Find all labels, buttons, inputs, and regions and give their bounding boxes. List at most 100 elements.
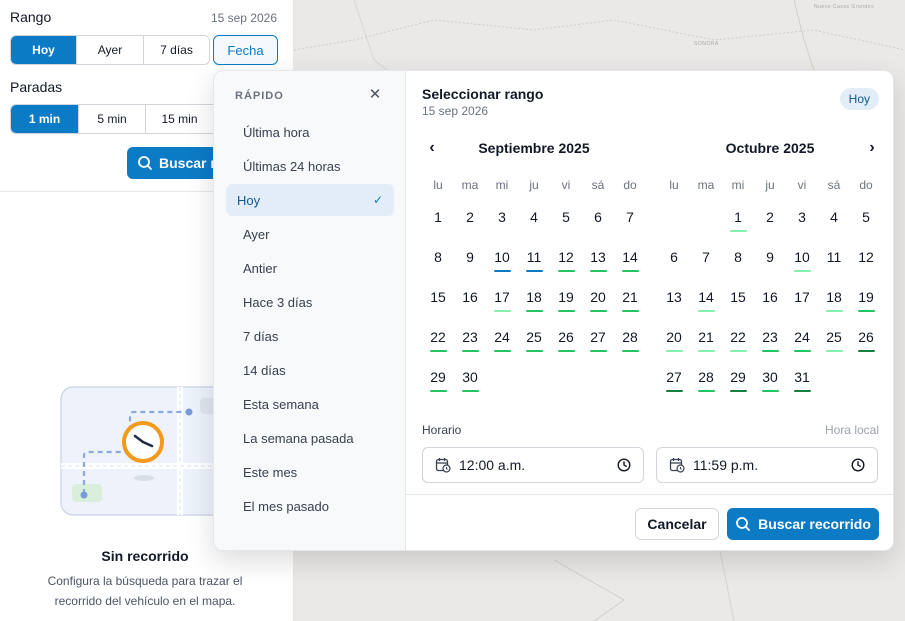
day-cell[interactable]: 2: [454, 204, 486, 244]
paradas-option-15min[interactable]: 15 min: [146, 105, 213, 133]
day-cell[interactable]: 24: [786, 324, 818, 364]
day-cell[interactable]: 4: [518, 204, 550, 244]
quick-range-item[interactable]: Antier: [226, 252, 394, 284]
quick-range-item[interactable]: Esta semana: [226, 388, 394, 420]
activity-bar: [729, 390, 747, 392]
day-cell[interactable]: 8: [722, 244, 754, 284]
day-cell[interactable]: 1: [422, 204, 454, 244]
quick-range-item[interactable]: 14 días: [226, 354, 394, 386]
day-cell[interactable]: 23: [454, 324, 486, 364]
day-cell[interactable]: 17: [786, 284, 818, 324]
fecha-button[interactable]: Fecha: [213, 35, 278, 65]
day-cell[interactable]: 26: [550, 324, 582, 364]
chevron-right-icon[interactable]: ›: [869, 139, 875, 156]
day-cell[interactable]: 22: [722, 324, 754, 364]
activity-bar: [429, 350, 447, 352]
day-cell[interactable]: 29: [422, 364, 454, 404]
day-cell[interactable]: 12: [850, 244, 882, 284]
quick-range-item[interactable]: Este mes: [226, 456, 394, 488]
day-cell[interactable]: 2: [754, 204, 786, 244]
day-cell[interactable]: 11: [518, 244, 550, 284]
start-time-input[interactable]: 12:00 a.m.: [422, 447, 644, 483]
day-cell[interactable]: 16: [454, 284, 486, 324]
day-cell[interactable]: 7: [690, 244, 722, 284]
day-cell[interactable]: 18: [818, 284, 850, 324]
day-cell[interactable]: 3: [486, 204, 518, 244]
day-cell[interactable]: 30: [754, 364, 786, 404]
quick-range-item[interactable]: 7 días: [226, 320, 394, 352]
rango-option-ayer[interactable]: Ayer: [77, 36, 144, 64]
day-cell[interactable]: 23: [754, 324, 786, 364]
day-cell[interactable]: 10: [486, 244, 518, 284]
day-cell[interactable]: 20: [582, 284, 614, 324]
quick-range-item[interactable]: Ayer: [226, 218, 394, 250]
day-cell[interactable]: 1: [722, 204, 754, 244]
day-cell[interactable]: 3: [786, 204, 818, 244]
day-cell[interactable]: 10: [786, 244, 818, 284]
day-cell[interactable]: 29: [722, 364, 754, 404]
quick-range-item[interactable]: La semana pasada: [226, 422, 394, 454]
day-cell[interactable]: 5: [850, 204, 882, 244]
day-cell[interactable]: 21: [690, 324, 722, 364]
day-cell[interactable]: 15: [722, 284, 754, 324]
day-number: 22: [730, 329, 746, 345]
empty-route-illustration: [60, 386, 230, 516]
day-cell[interactable]: 20: [658, 324, 690, 364]
day-cell[interactable]: 8: [422, 244, 454, 284]
quick-range-label: Ayer: [243, 226, 270, 242]
day-cell[interactable]: 7: [614, 204, 646, 244]
quick-range-item[interactable]: Hoy ✓: [226, 184, 394, 216]
day-cell[interactable]: 6: [582, 204, 614, 244]
day-cell[interactable]: 16: [754, 284, 786, 324]
quick-range-item[interactable]: Hace 3 días: [226, 286, 394, 318]
day-cell[interactable]: 31: [786, 364, 818, 404]
day-cell[interactable]: 14: [690, 284, 722, 324]
day-cell[interactable]: 12: [550, 244, 582, 284]
quick-range-item[interactable]: Últimas 24 horas: [226, 150, 394, 182]
day-number: 2: [466, 209, 474, 225]
day-number: 29: [430, 369, 446, 385]
day-cell[interactable]: 19: [850, 284, 882, 324]
day-cell[interactable]: 13: [582, 244, 614, 284]
cancel-button[interactable]: Cancelar: [635, 508, 719, 540]
day-cell[interactable]: 17: [486, 284, 518, 324]
rango-option-7dias[interactable]: 7 días: [144, 36, 209, 64]
day-cell[interactable]: 22: [422, 324, 454, 364]
day-number: 8: [434, 249, 442, 265]
day-cell[interactable]: 28: [614, 324, 646, 364]
day-cell[interactable]: 9: [454, 244, 486, 284]
quick-range-item[interactable]: El mes pasado: [226, 490, 394, 522]
day-number: 6: [670, 249, 678, 265]
chevron-left-icon[interactable]: ‹: [429, 139, 435, 156]
end-time-input[interactable]: 11:59 p.m.: [656, 447, 878, 483]
day-number: 20: [590, 289, 606, 305]
day-cell[interactable]: 21: [614, 284, 646, 324]
day-cell[interactable]: 27: [658, 364, 690, 404]
day-cell[interactable]: 24: [486, 324, 518, 364]
day-cell[interactable]: 26: [850, 324, 882, 364]
day-cell[interactable]: 18: [518, 284, 550, 324]
day-cell[interactable]: 15: [422, 284, 454, 324]
day-cell[interactable]: 11: [818, 244, 850, 284]
day-cell[interactable]: 25: [518, 324, 550, 364]
day-cell[interactable]: 9: [754, 244, 786, 284]
day-number: 20: [666, 329, 682, 345]
day-cell[interactable]: 14: [614, 244, 646, 284]
paradas-option-1min[interactable]: 1 min: [11, 105, 79, 133]
search-route-button[interactable]: Buscar recorrido: [727, 508, 879, 540]
day-cell[interactable]: 28: [690, 364, 722, 404]
quick-range-item[interactable]: Última hora: [226, 116, 394, 148]
day-cell[interactable]: 19: [550, 284, 582, 324]
paradas-option-5min[interactable]: 5 min: [79, 105, 146, 133]
day-cell[interactable]: 4: [818, 204, 850, 244]
day-cell[interactable]: 6: [658, 244, 690, 284]
rango-option-hoy[interactable]: Hoy: [11, 36, 77, 64]
quick-ranges-panel: RÁPIDO ✕ Última hora Últimas 24 horas Hoy ✓…: [214, 71, 406, 550]
day-cell[interactable]: 13: [658, 284, 690, 324]
day-cell[interactable]: 25: [818, 324, 850, 364]
quick-range-label: 14 días: [243, 362, 286, 378]
day-cell[interactable]: 30: [454, 364, 486, 404]
day-cell[interactable]: 5: [550, 204, 582, 244]
day-cell[interactable]: 27: [582, 324, 614, 364]
close-icon[interactable]: ✕: [368, 86, 382, 103]
